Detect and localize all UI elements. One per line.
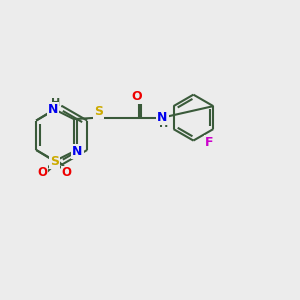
Text: H: H <box>51 98 61 108</box>
Text: N: N <box>72 145 82 158</box>
Text: F: F <box>205 136 213 149</box>
Text: N: N <box>157 111 168 124</box>
Text: O: O <box>62 167 72 179</box>
Text: S: S <box>94 105 103 118</box>
Text: O: O <box>37 167 47 179</box>
Text: N: N <box>48 103 58 116</box>
Text: O: O <box>132 90 142 103</box>
Text: S: S <box>50 155 59 168</box>
Text: H: H <box>159 119 169 129</box>
